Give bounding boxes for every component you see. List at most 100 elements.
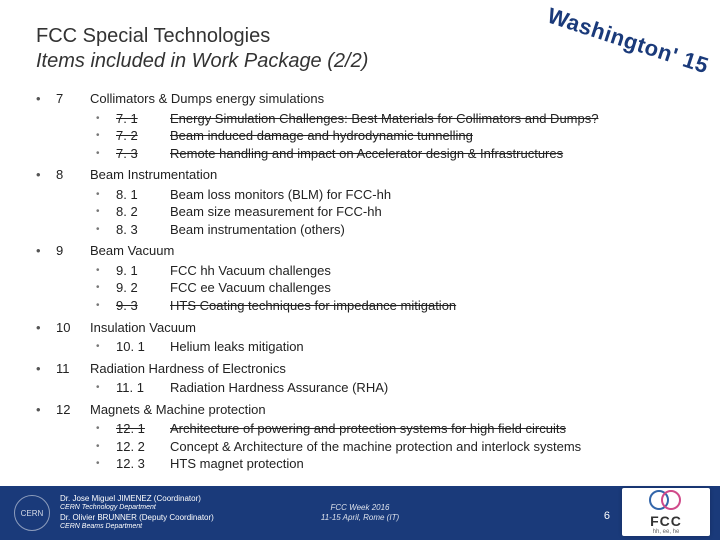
outline-top-item: • 8 Beam Instrumentation	[36, 166, 696, 184]
outline-sub-label: Architecture of powering and protection …	[170, 420, 696, 438]
sub-bullet-icon: •	[96, 340, 106, 354]
outline-sub-item: • 11. 1 Radiation Hardness Assurance (RHA)	[96, 379, 696, 397]
outline-number: 7	[56, 90, 80, 108]
outline-sub-item: • 9. 3 HTS Coating techniques for impedanc…	[96, 297, 696, 315]
bullet-icon: •	[36, 401, 46, 419]
fcc-rings-icon	[649, 489, 683, 511]
outline-label: Beam Instrumentation	[90, 166, 217, 184]
deputy-name: Dr. Olivier BRUNNER (Deputy Coordinator)	[60, 513, 214, 523]
outline-sub-label: Remote handling and impact on Accelerato…	[170, 145, 696, 163]
outline-sub-number: 8. 2	[116, 203, 160, 221]
outline-sub-label: Concept & Architecture of the machine pr…	[170, 438, 696, 456]
deputy-dept: CERN Beams Department	[60, 523, 214, 532]
outline-sub-label: Beam loss monitors (BLM) for FCC-hh	[170, 186, 696, 204]
outline-sub-item: • 10. 1 Helium leaks mitigation	[96, 338, 696, 356]
footer-bar: CERN Dr. Jose Miguel JIMENEZ (Coordinato…	[0, 486, 720, 540]
outline-sub-number: 12. 1	[116, 420, 160, 438]
fcc-logo-subtext: hh, ee, he	[653, 529, 680, 535]
outline-sub-item: • 12. 3 HTS magnet protection	[96, 455, 696, 473]
sub-bullet-icon: •	[96, 223, 106, 237]
bullet-icon: •	[36, 242, 46, 260]
outline-sub-label: Energy Simulation Challenges: Best Mater…	[170, 110, 696, 128]
fcc-logo: FCC hh, ee, he	[622, 488, 710, 536]
outline-sub-label: Beam instrumentation (others)	[170, 221, 696, 239]
event-title: FCC Week 2016	[321, 503, 399, 513]
outline-sub-label: FCC hh Vacuum challenges	[170, 262, 696, 280]
bullet-icon: •	[36, 166, 46, 184]
sub-bullet-icon: •	[96, 440, 106, 454]
outline-sub-item: • 8. 3 Beam instrumentation (others)	[96, 221, 696, 239]
bullet-icon: •	[36, 90, 46, 108]
sub-bullet-icon: •	[96, 422, 106, 436]
outline-number: 8	[56, 166, 80, 184]
outline-sub-item: • 9. 2 FCC ee Vacuum challenges	[96, 279, 696, 297]
outline-sub-number: 7. 2	[116, 127, 160, 145]
outline-sub-number: 8. 1	[116, 186, 160, 204]
outline-label: Radiation Hardness of Electronics	[90, 360, 286, 378]
event-dates: 11-15 April, Rome (IT)	[321, 513, 399, 523]
outline-sub-label: Helium leaks mitigation	[170, 338, 696, 356]
outline-sub-number: 9. 3	[116, 297, 160, 315]
outline-sublist: • 11. 1 Radiation Hardness Assurance (RHA)	[96, 379, 696, 397]
outline-sub-number: 10. 1	[116, 338, 160, 356]
coordinator-dept: CERN Technology Department	[60, 504, 214, 513]
outline-label: Beam Vacuum	[90, 242, 174, 260]
coordinator-name: Dr. Jose Miguel JIMENEZ (Coordinator)	[60, 494, 214, 504]
outline-sublist: • 9. 1 FCC hh Vacuum challenges • 9. 2 FCC ee…	[96, 262, 696, 315]
outline-sub-number: 9. 2	[116, 279, 160, 297]
outline-sub-label: Radiation Hardness Assurance (RHA)	[170, 379, 696, 397]
outline-label: Insulation Vacuum	[90, 319, 196, 337]
outline-sub-item: • 8. 2 Beam size measurement for FCC-hh	[96, 203, 696, 221]
outline-sub-item: • 7. 3 Remote handling and impact on Accel…	[96, 145, 696, 163]
outline-content: • 7 Collimators & Dumps energy simulations…	[0, 90, 720, 473]
outline-number: 9	[56, 242, 80, 260]
outline-sub-item: • 8. 1 Beam loss monitors (BLM) for FCC-hh	[96, 186, 696, 204]
sub-bullet-icon: •	[96, 112, 106, 126]
bullet-icon: •	[36, 360, 46, 378]
sub-bullet-icon: •	[96, 205, 106, 219]
fcc-logo-text: FCC	[650, 513, 682, 529]
bullet-icon: •	[36, 319, 46, 337]
footer-authors: Dr. Jose Miguel JIMENEZ (Coordinator) CE…	[60, 494, 214, 532]
sub-bullet-icon: •	[96, 147, 106, 161]
page-number: 6	[604, 510, 610, 522]
cern-logo-badge: CERN	[14, 495, 50, 531]
outline-sub-label: HTS magnet protection	[170, 455, 696, 473]
outline-sublist: • 12. 1 Architecture of powering and prote…	[96, 420, 696, 473]
outline-number: 11	[56, 360, 80, 378]
outline-sub-item: • 9. 1 FCC hh Vacuum challenges	[96, 262, 696, 280]
outline-sub-item: • 7. 2 Beam induced damage and hydrodynami…	[96, 127, 696, 145]
sub-bullet-icon: •	[96, 281, 106, 295]
outline-sub-number: 8. 3	[116, 221, 160, 239]
outline-sub-label: HTS Coating techniques for impedance mit…	[170, 297, 696, 315]
outline-top-item: • 7 Collimators & Dumps energy simulations	[36, 90, 696, 108]
outline-sublist: • 7. 1 Energy Simulation Challenges: Best …	[96, 110, 696, 163]
outline-sub-item: • 7. 1 Energy Simulation Challenges: Best …	[96, 110, 696, 128]
sub-bullet-icon: •	[96, 188, 106, 202]
outline-sub-item: • 12. 2 Concept & Architecture of the mach…	[96, 438, 696, 456]
outline-top-item: • 12 Magnets & Machine protection	[36, 401, 696, 419]
outline-number: 10	[56, 319, 80, 337]
outline-sub-number: 12. 3	[116, 455, 160, 473]
outline-top-item: • 9 Beam Vacuum	[36, 242, 696, 260]
outline-sub-label: Beam induced damage and hydrodynamic tun…	[170, 127, 696, 145]
outline-sub-label: Beam size measurement for FCC-hh	[170, 203, 696, 221]
outline-sub-number: 7. 3	[116, 145, 160, 163]
outline-sub-number: 12. 2	[116, 438, 160, 456]
outline-sub-number: 9. 1	[116, 262, 160, 280]
sub-bullet-icon: •	[96, 129, 106, 143]
outline-sub-label: FCC ee Vacuum challenges	[170, 279, 696, 297]
sub-bullet-icon: •	[96, 264, 106, 278]
sub-bullet-icon: •	[96, 457, 106, 471]
outline-sub-item: • 12. 1 Architecture of powering and prote…	[96, 420, 696, 438]
outline-number: 12	[56, 401, 80, 419]
sub-bullet-icon: •	[96, 381, 106, 395]
outline-sub-number: 11. 1	[116, 379, 160, 397]
outline-label: Magnets & Machine protection	[90, 401, 266, 419]
outline-sub-number: 7. 1	[116, 110, 160, 128]
outline-label: Collimators & Dumps energy simulations	[90, 90, 324, 108]
outline-sublist: • 8. 1 Beam loss monitors (BLM) for FCC-hh…	[96, 186, 696, 239]
sub-bullet-icon: •	[96, 299, 106, 313]
outline-top-item: • 11 Radiation Hardness of Electronics	[36, 360, 696, 378]
outline-sublist: • 10. 1 Helium leaks mitigation	[96, 338, 696, 356]
